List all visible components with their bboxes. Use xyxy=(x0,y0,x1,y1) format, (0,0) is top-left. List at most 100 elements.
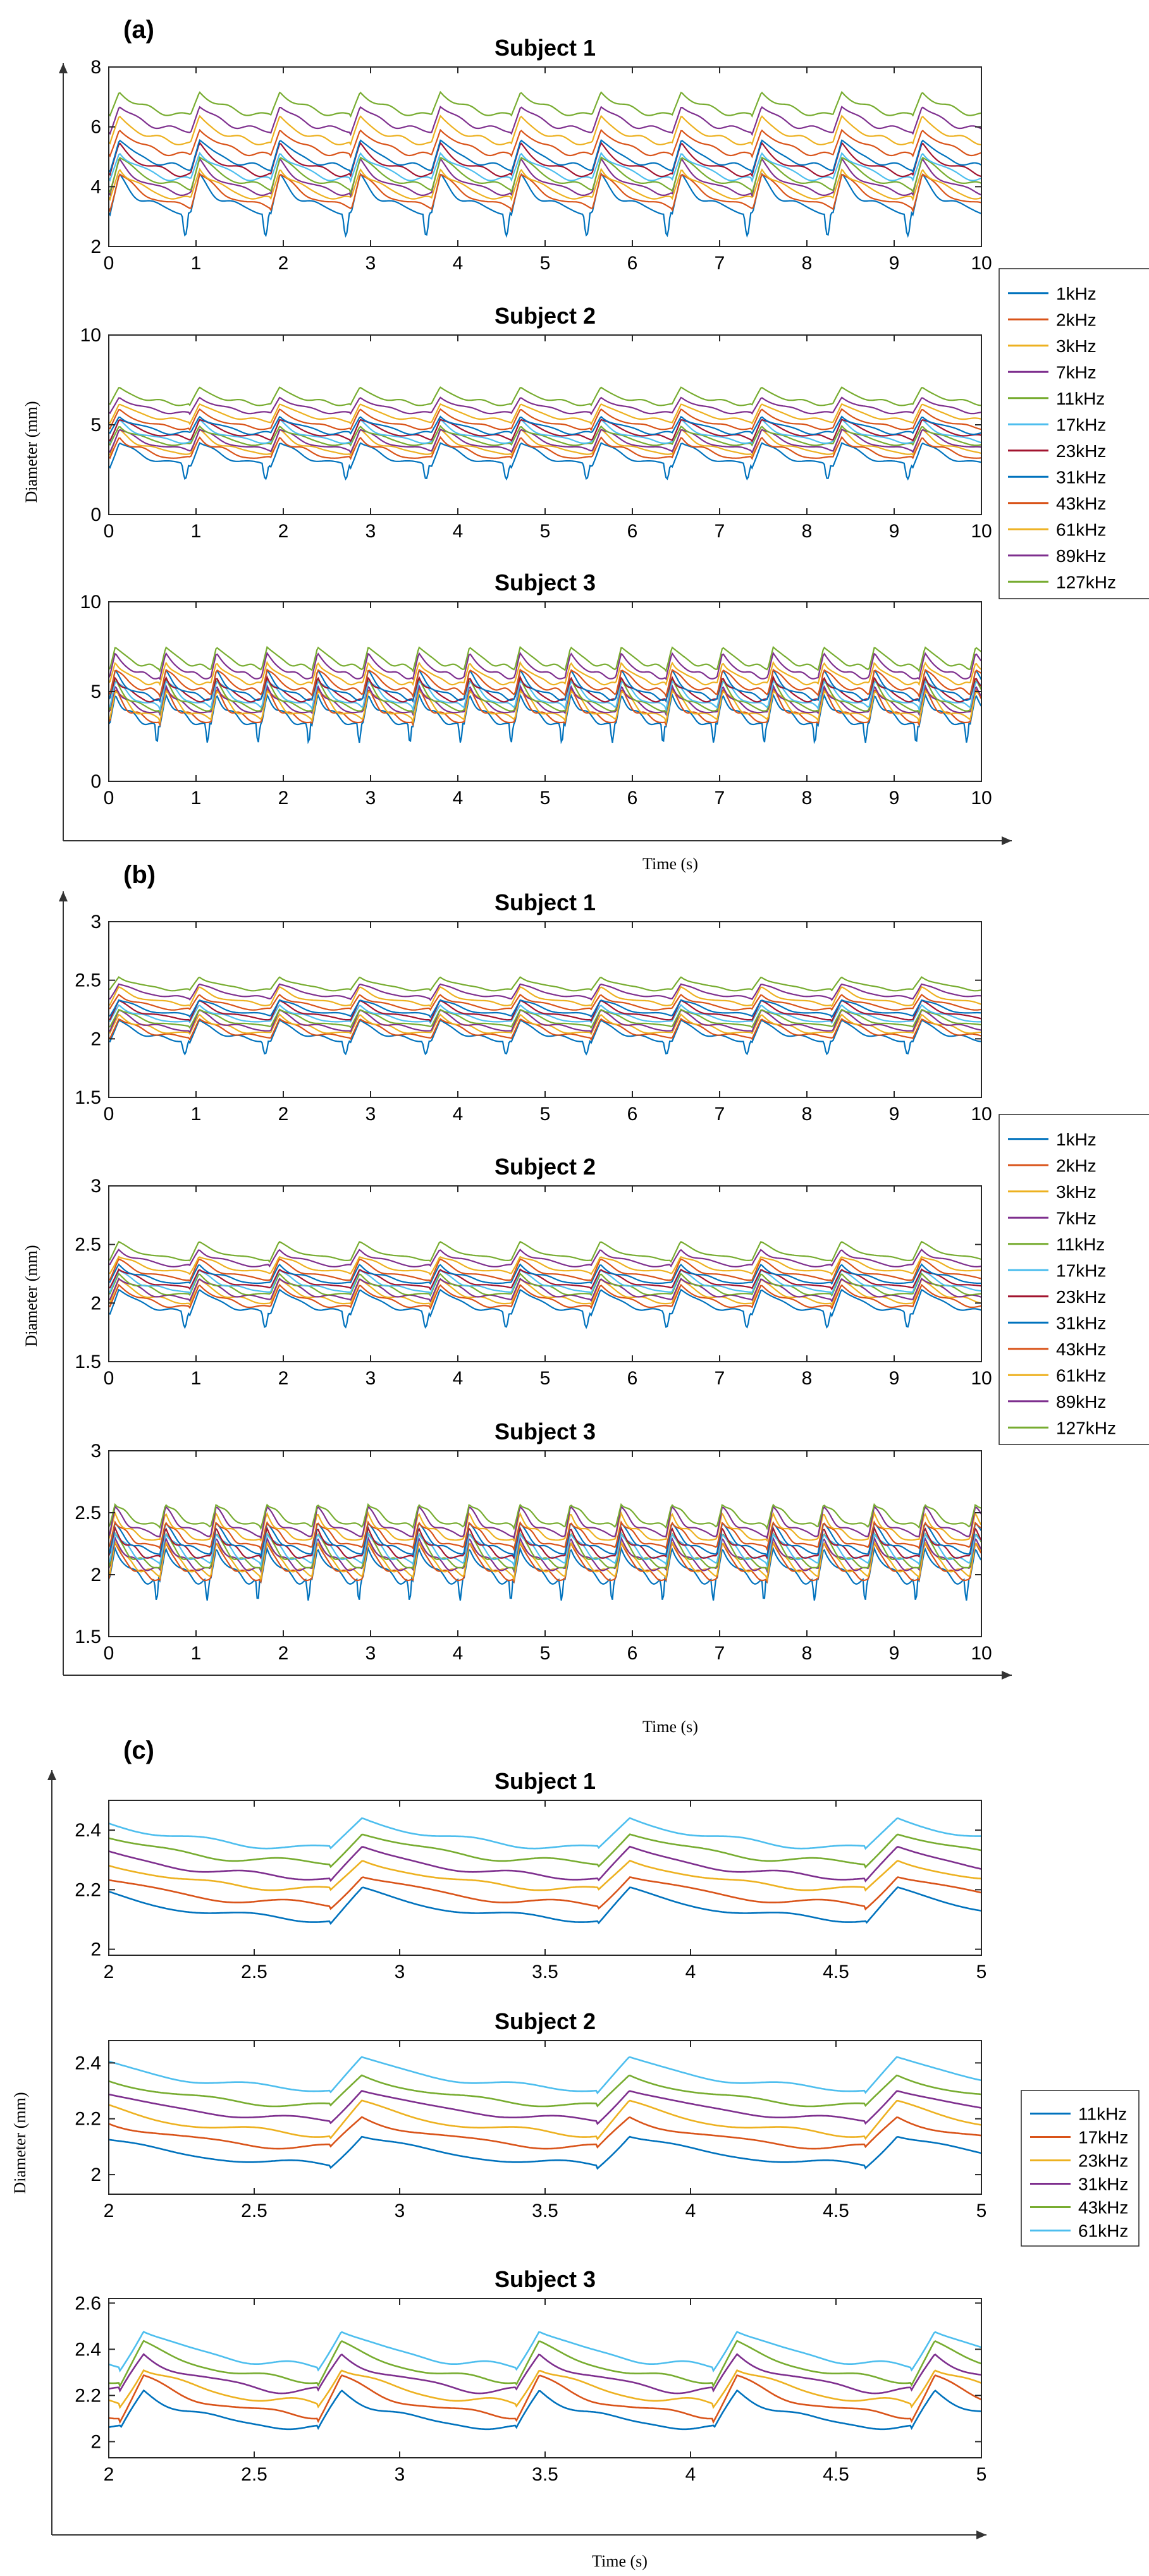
series-line-7kHz xyxy=(109,1009,981,1034)
chart-panel: Subject 2 0 1 2 3 4 5 6 7 8 9 10 1.5 2 2.5 3 xyxy=(75,1154,992,1389)
series-line-3kHz xyxy=(109,168,981,202)
x-tick-label: 3 xyxy=(395,2464,405,2485)
series-line-23kHz xyxy=(109,999,981,1023)
series-line-61kHz xyxy=(109,2331,981,2373)
legend-entry: 31kHz xyxy=(1056,467,1106,487)
series-line-127kHz xyxy=(109,1240,981,1263)
x-tick-label: 4.5 xyxy=(823,2201,849,2221)
series-line-11kHz xyxy=(109,678,981,715)
series-line-61kHz xyxy=(109,986,981,1008)
series-line-61kHz xyxy=(109,661,981,687)
series-line-23kHz xyxy=(109,1525,981,1560)
x-tick-label: 3 xyxy=(366,788,376,809)
x-tick-label: 6 xyxy=(627,1643,638,1664)
chart-panel: Subject 3 0 1 2 3 4 5 6 7 8 9 10 0 5 10 xyxy=(80,570,992,809)
legend-entry: 17kHz xyxy=(1078,2128,1128,2147)
x-tick-label: 5 xyxy=(540,1104,551,1125)
legend-entry: 1kHz xyxy=(1056,284,1097,303)
series-group xyxy=(109,1240,981,1329)
series-line-89kHz xyxy=(109,1248,981,1268)
y-tick-label: 3 xyxy=(90,1176,101,1197)
y-tick-label: 2 xyxy=(90,1029,101,1049)
series-line-2kHz xyxy=(109,173,981,213)
x-tick-label: 3 xyxy=(395,2201,405,2221)
chart-panel: Subject 1 0 1 2 3 4 5 6 7 8 9 10 2 4 6 8 xyxy=(90,35,992,274)
chart-title: Subject 3 xyxy=(495,570,596,595)
section-label: (c) xyxy=(123,1737,154,1764)
y-axis-label: Diameter (mm) xyxy=(22,1245,40,1347)
legend-entry: 127kHz xyxy=(1056,572,1116,592)
x-tick-label: 6 xyxy=(627,788,638,809)
series-line-17kHz xyxy=(109,2116,981,2150)
legend-entry: 3kHz xyxy=(1056,336,1097,356)
series-line-31kHz xyxy=(109,1263,981,1285)
series-line-43kHz xyxy=(109,668,981,699)
series-line-89kHz xyxy=(109,983,981,1001)
series-line-89kHz xyxy=(109,396,981,415)
series-line-17kHz xyxy=(109,1876,981,1911)
y-tick-label: 2.5 xyxy=(75,1503,101,1523)
y-tick-label: 0 xyxy=(90,504,101,525)
series-line-31kHz xyxy=(109,2353,981,2395)
y-tick-label: 4 xyxy=(90,176,101,197)
x-tick-label: 0 xyxy=(104,788,114,809)
x-tick-label: 6 xyxy=(627,1104,638,1125)
section-label: (b) xyxy=(123,861,156,889)
x-tick-label: 1 xyxy=(191,788,202,809)
series-line-2kHz xyxy=(109,1283,981,1310)
x-tick-label: 4 xyxy=(453,1368,464,1389)
legend-entry: 89kHz xyxy=(1056,1392,1106,1412)
series-group xyxy=(109,386,981,481)
y-axis-label: Diameter (mm) xyxy=(22,401,40,503)
x-tick-label: 5 xyxy=(976,2201,987,2221)
series-line-61kHz xyxy=(109,1817,981,1850)
x-tick-label: 3 xyxy=(395,1962,405,1982)
series-group xyxy=(109,1817,981,1926)
series-line-89kHz xyxy=(109,651,981,680)
legend-entry: 2kHz xyxy=(1056,310,1097,329)
x-tick-label: 2 xyxy=(278,1643,289,1664)
y-tick-label: 0 xyxy=(90,771,101,792)
chart-panel: Subject 1 2 2.5 3 3.5 4 4.5 5 2 2.2 2.4 xyxy=(75,1768,986,1982)
series-line-31kHz xyxy=(109,2090,981,2125)
series-line-61kHz xyxy=(109,2056,981,2095)
series-line-127kHz xyxy=(109,645,981,673)
series-line-11kHz xyxy=(109,1886,981,1926)
y-tick-label: 2 xyxy=(90,236,101,257)
y-tick-label: 2.2 xyxy=(75,1879,101,1900)
x-tick-label: 4 xyxy=(453,521,464,542)
chart-panel: Subject 3 2 2.5 3 3.5 4 4.5 5 2 2.2 2.4 2.6 xyxy=(75,2266,986,2485)
series-line-43kHz xyxy=(109,2340,981,2388)
legend: 1kHz 2kHz 3kHz 7kHz 11kHz 17kHz 23kHz 31kHz 43kH… xyxy=(998,268,1149,599)
x-tick-label: 5 xyxy=(976,2464,987,2485)
series-line-11kHz xyxy=(109,156,981,195)
legend-box xyxy=(1021,2090,1140,2247)
x-tick-label: 7 xyxy=(715,1368,725,1389)
x-tick-label: 9 xyxy=(889,1643,900,1664)
x-tick-label: 0 xyxy=(104,253,114,274)
y-tick-label: 10 xyxy=(80,325,101,346)
legend-entry: 61kHz xyxy=(1056,520,1106,539)
chart-panel: Subject 2 2 2.5 3 3.5 4 4.5 5 2 2.2 2.4 xyxy=(75,2008,986,2221)
y-tick-label: 5 xyxy=(90,681,101,702)
x-tick-label: 4 xyxy=(685,1962,696,1982)
x-tick-label: 7 xyxy=(715,1643,725,1664)
series-line-11kHz xyxy=(109,2389,981,2431)
series-line-23kHz xyxy=(109,1268,981,1291)
series-line-31kHz xyxy=(109,999,981,1019)
series-line-127kHz xyxy=(109,976,981,992)
x-tick-label: 1 xyxy=(191,1368,202,1389)
x-axis-label: Time (s) xyxy=(592,2552,648,2570)
x-tick-label: 0 xyxy=(104,1104,114,1125)
y-tick-label: 2.4 xyxy=(75,2339,101,2360)
series-line-11kHz xyxy=(109,1008,981,1029)
legend-entry: 3kHz xyxy=(1056,1182,1097,1202)
y-tick-label: 3 xyxy=(90,912,101,932)
x-tick-label: 4 xyxy=(453,253,464,274)
series-line-43kHz xyxy=(109,408,981,431)
series-line-17kHz xyxy=(109,2374,981,2424)
legend-entry: 7kHz xyxy=(1056,1208,1097,1228)
series-line-61kHz xyxy=(109,1511,981,1542)
y-axis-label: Diameter (mm) xyxy=(11,2092,29,2194)
